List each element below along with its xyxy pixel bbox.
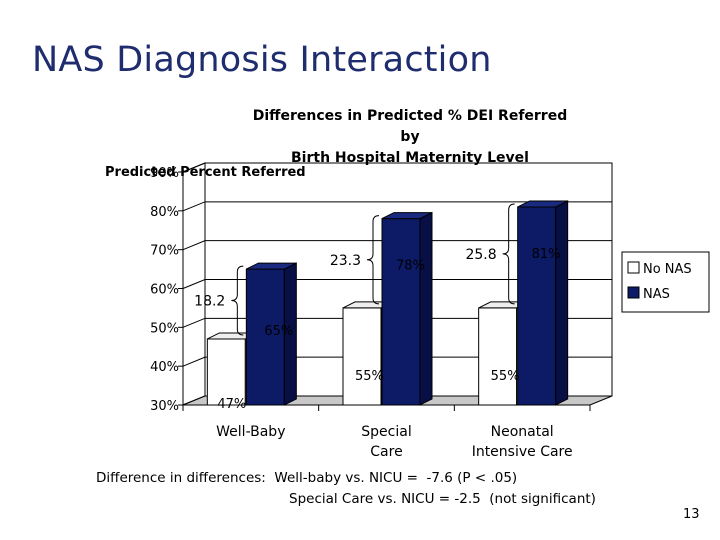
difference-label: 18.2 [194, 294, 225, 310]
nas-bar-side [555, 200, 569, 406]
nas-bar [381, 211, 433, 406]
footnote: Difference in differences: Well-baby vs.… [96, 468, 596, 510]
nas-bar-top [517, 200, 568, 208]
no-nas-bar-front [342, 307, 382, 406]
gridline [182, 162, 612, 173]
y-tick-label: 60% [150, 283, 179, 298]
nas-bar [517, 200, 569, 406]
y-tick-label: 70% [150, 244, 179, 259]
gridline [182, 201, 612, 212]
legend-label: NAS [643, 287, 670, 302]
chart-title-line: by [400, 129, 419, 145]
nas-bar [245, 262, 297, 406]
data-label-no-nas: 55% [355, 369, 384, 384]
chart-text: 30% 40% 50% 60% 70% 80% 90% 47% 65% 18.2 Well-Baby… [105, 108, 573, 460]
x-category-label: Intensive Care [472, 444, 573, 460]
chart-legend: No NAS NAS [621, 251, 710, 313]
x-category-label: Well-Baby [216, 424, 285, 440]
chart-title-line: Differences in Predicted % DEI Referred [253, 108, 567, 124]
x-category-label: Neonatal [491, 424, 554, 440]
legend-label: No NAS [643, 262, 692, 277]
data-label-no-nas: 55% [491, 369, 520, 384]
data-label-nas: 81% [532, 247, 561, 262]
chart-title-line: Birth Hospital Maternity Level [291, 150, 529, 166]
footnote-line-1: Difference in differences: Well-baby vs.… [96, 470, 518, 486]
legend-box [621, 251, 710, 313]
footnote-line-2: Special Care vs. NICU = -2.5 (not signif… [289, 491, 596, 507]
no-nas-bar-front [478, 307, 518, 406]
chart-bars [206, 200, 569, 406]
difference-label: 25.8 [465, 247, 496, 263]
page-number: 13 [683, 507, 700, 522]
gridline [182, 317, 612, 328]
nas-bar-side [419, 211, 433, 406]
bar-chart: 30% 40% 50% 60% 70% 80% 90% 47% 65% 18.2 Well-Baby… [105, 108, 710, 460]
data-label-nas: 65% [264, 324, 293, 339]
x-category-label: Care [370, 444, 402, 460]
y-axis-label: Predicted Percent Referred [105, 165, 306, 180]
legend-swatch [627, 286, 640, 299]
y-tick-label: 80% [150, 205, 179, 220]
nas-bar-top [246, 262, 297, 270]
gridline [182, 240, 612, 251]
slide-title: NAS Diagnosis Interaction [32, 40, 492, 80]
y-tick-label: 30% [150, 399, 179, 414]
gridline [182, 279, 612, 289]
nas-bar-front [245, 268, 285, 406]
nas-bar-top [381, 212, 433, 220]
no-nas-bar-front [206, 338, 246, 406]
nas-bar-front [517, 206, 557, 406]
gridline [182, 356, 612, 367]
data-label-nas: 78% [396, 259, 425, 274]
difference-bracket [502, 203, 515, 305]
y-tick-label: 50% [150, 321, 179, 336]
data-label-no-nas: 47% [217, 397, 246, 412]
nas-bar-front [381, 218, 421, 406]
difference-bracket [366, 215, 380, 305]
x-category-label: Special [361, 424, 411, 440]
legend-swatch [627, 261, 640, 274]
y-tick-label: 40% [150, 360, 179, 375]
difference-label: 23.3 [330, 253, 361, 269]
y-tick-label: 90% [150, 166, 179, 181]
